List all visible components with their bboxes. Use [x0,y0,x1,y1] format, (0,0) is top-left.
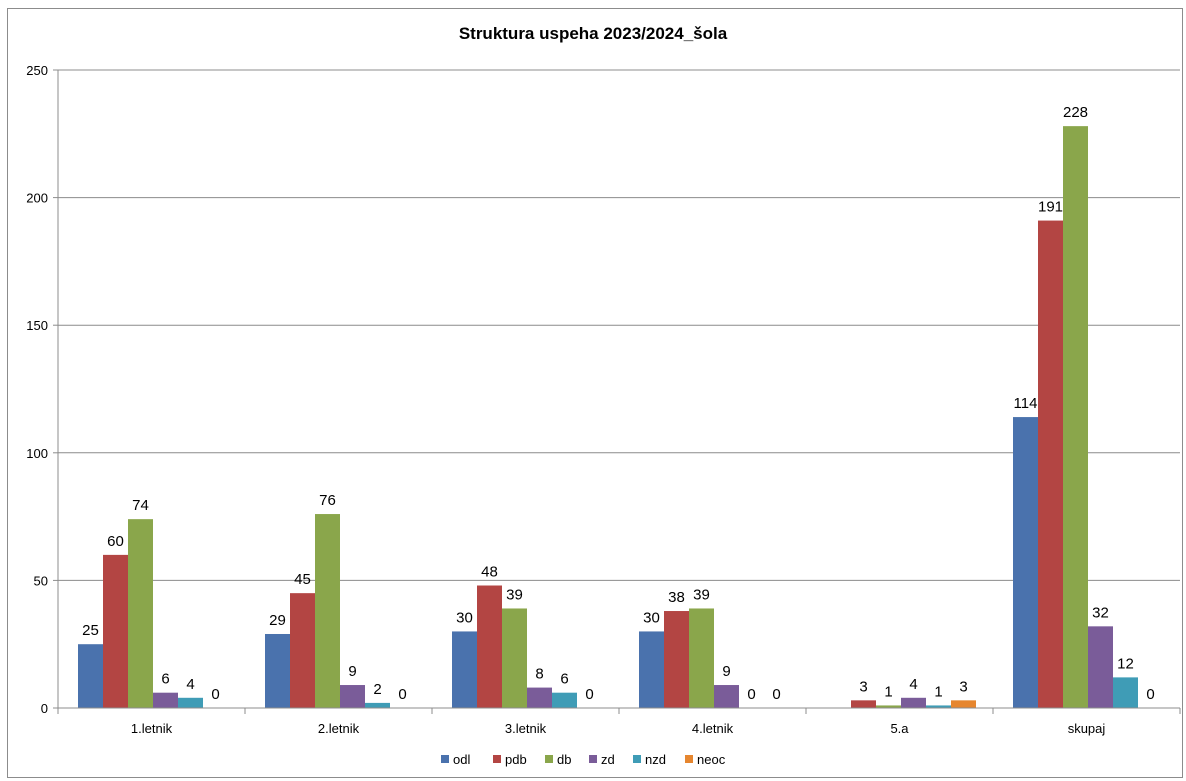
bar-zd [714,685,739,708]
data-label: 39 [693,586,710,603]
x-tick-label: 4.letnik [692,721,734,736]
legend-swatch-neoc [685,755,693,763]
y-tick-label: 150 [26,318,48,333]
data-label: 29 [269,612,286,629]
chart-frame [7,8,1183,778]
bar-pdb [664,611,689,708]
legend-swatch-odl [441,755,449,763]
bar-odl [78,644,103,708]
bar-nzd [1113,677,1138,708]
legend-label-nzd: nzd [645,752,666,767]
data-label: 30 [456,609,473,626]
legend-label-neoc: neoc [697,752,726,767]
data-label: 12 [1117,655,1134,672]
data-label: 0 [772,686,780,703]
data-label: 30 [643,609,660,626]
data-label: 8 [535,666,543,683]
data-label: 0 [211,686,219,703]
data-label: 39 [506,586,523,603]
data-label: 4 [186,676,194,693]
x-tick-label: 5.a [890,721,909,736]
x-tick-label: skupaj [1068,721,1106,736]
data-label: 6 [560,671,568,688]
y-tick-label: 250 [26,63,48,78]
y-tick-label: 50 [34,573,48,588]
legend-label-db: db [557,752,571,767]
data-label: 1 [934,683,942,700]
data-label: 0 [1146,686,1154,703]
legend-swatch-zd [589,755,597,763]
data-label: 25 [82,622,99,639]
bar-db [315,514,340,708]
legend-swatch-pdb [493,755,501,763]
x-tick-label: 2.letnik [318,721,360,736]
data-label: 74 [132,497,149,514]
data-label: 3 [859,678,867,695]
data-label: 9 [348,663,356,680]
bar-db [876,705,901,708]
data-label: 76 [319,492,336,509]
x-tick-label: 3.letnik [505,721,547,736]
data-label: 60 [107,533,124,550]
bar-pdb [290,593,315,708]
x-tick-label: 1.letnik [131,721,173,736]
bar-db [128,519,153,708]
data-label: 191 [1038,199,1063,216]
y-tick-label: 0 [41,701,48,716]
data-label: 38 [668,589,685,606]
bar-pdb [477,585,502,708]
chart-title: Struktura uspeha 2023/2024_šola [458,24,728,43]
bar-pdb [851,700,876,708]
data-label: 3 [959,678,967,695]
legend-swatch-db [545,755,553,763]
bar-nzd [365,702,390,708]
data-label: 2 [373,681,381,698]
data-label: 114 [1014,395,1038,412]
bar-zd [901,697,926,708]
bar-pdb [1038,220,1063,708]
bar-zd [527,687,552,708]
bar-nzd [178,697,203,708]
data-label: 0 [398,686,406,703]
data-label: 48 [481,564,498,581]
data-label: 0 [747,686,755,703]
bar-neoc [951,700,976,708]
bar-pdb [103,554,128,708]
data-label: 228 [1063,104,1088,121]
bar-odl [639,631,664,708]
data-label: 0 [585,686,593,703]
data-label: 45 [294,571,311,588]
y-tick-label: 100 [26,446,48,461]
legend-label-zd: zd [601,752,615,767]
bar-odl [452,631,477,708]
y-tick-label: 200 [26,191,48,206]
legend-label-odl: odl [453,752,470,767]
bar-zd [1088,626,1113,708]
legend-label-pdb: pdb [505,752,527,767]
data-label: 32 [1092,604,1109,621]
bar-odl [1013,417,1038,708]
bar-zd [340,685,365,708]
legend-swatch-nzd [633,755,641,763]
bar-nzd [926,705,951,708]
data-label: 4 [909,676,917,693]
bar-db [1063,126,1088,709]
bar-nzd [552,692,577,708]
data-label: 9 [722,663,730,680]
data-label: 1 [884,683,892,700]
bar-db [502,608,527,708]
bar-odl [265,633,290,708]
bar-zd [153,692,178,708]
bar-db [689,608,714,708]
data-label: 6 [161,671,169,688]
